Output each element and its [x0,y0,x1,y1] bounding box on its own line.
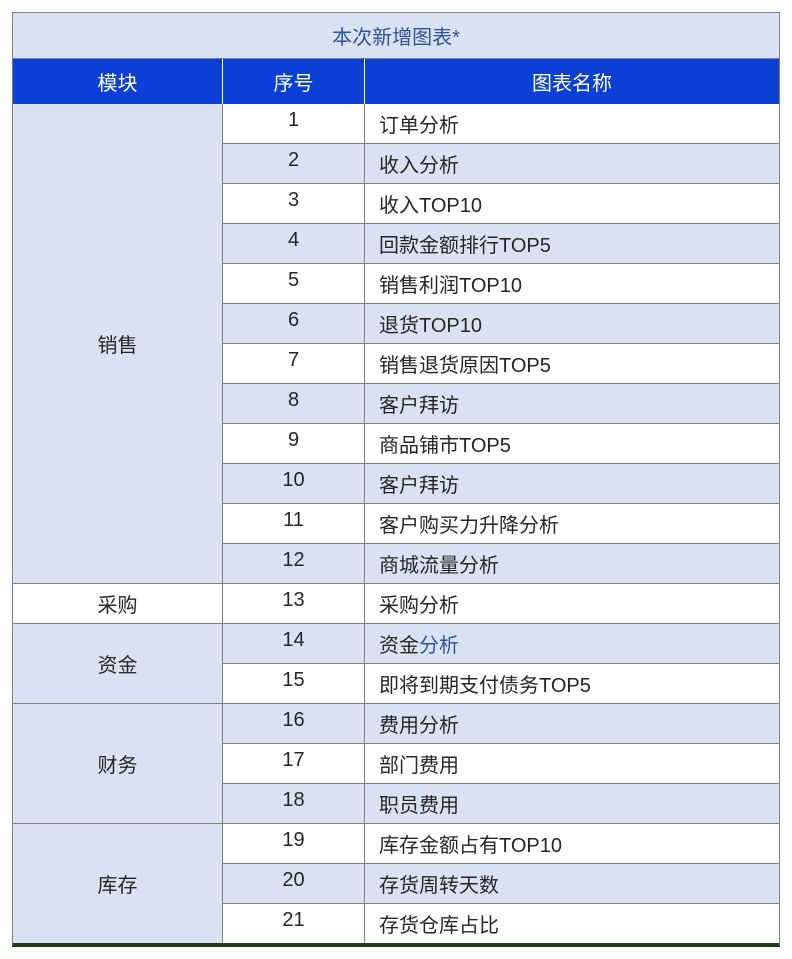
row-name: 存货仓库占比 [365,904,779,943]
table-row: 8客户拜访 [223,384,779,424]
table-row: 12商城流量分析 [223,544,779,583]
row-name: 商品铺市TOP5 [365,424,779,463]
module-label: 资金 [13,624,223,703]
table-row: 15即将到期支付债务TOP5 [223,664,779,703]
row-name: 销售退货原因TOP5 [365,344,779,383]
table-row: 18职员费用 [223,784,779,823]
row-index: 14 [223,624,365,663]
row-index: 11 [223,504,365,543]
header-index: 序号 [223,59,365,104]
table-row: 9商品铺市TOP5 [223,424,779,464]
row-name: 退货TOP10 [365,304,779,343]
table-body: 销售1订单分析2收入分析3收入TOP104回款金额排行TOP55销售利润TOP1… [13,104,779,943]
row-name: 即将到期支付债务TOP5 [365,664,779,703]
row-name: 订单分析 [365,104,779,143]
module-label: 采购 [13,584,223,623]
table-row: 2收入分析 [223,144,779,184]
table-row: 17部门费用 [223,744,779,784]
table-header-row: 模块 序号 图表名称 [13,59,779,104]
row-index: 9 [223,424,365,463]
table-row: 4回款金额排行TOP5 [223,224,779,264]
table-row: 21存货仓库占比 [223,904,779,943]
table-row: 3收入TOP10 [223,184,779,224]
row-index: 4 [223,224,365,263]
row-index: 17 [223,744,365,783]
row-name: 客户拜访 [365,464,779,503]
module-group: 库存19库存金额占有TOP1020存货周转天数21存货仓库占比 [13,824,779,943]
row-name: 职员费用 [365,784,779,823]
row-name: 收入TOP10 [365,184,779,223]
module-label: 库存 [13,824,223,943]
row-index: 16 [223,704,365,743]
table-row: 19库存金额占有TOP10 [223,824,779,864]
row-name: 库存金额占有TOP10 [365,824,779,863]
row-index: 19 [223,824,365,863]
module-label: 销售 [13,104,223,583]
row-index: 6 [223,304,365,343]
row-name-link[interactable]: 分析 [419,635,459,657]
row-index: 7 [223,344,365,383]
row-name: 存货周转天数 [365,864,779,903]
module-rows: 19库存金额占有TOP1020存货周转天数21存货仓库占比 [223,824,779,943]
row-name: 商城流量分析 [365,544,779,583]
row-name: 回款金额排行TOP5 [365,224,779,263]
table-row: 16费用分析 [223,704,779,744]
module-rows: 1订单分析2收入分析3收入TOP104回款金额排行TOP55销售利润TOP106… [223,104,779,583]
row-index: 1 [223,104,365,143]
table-row: 7销售退货原因TOP5 [223,344,779,384]
row-name-text: 资金 [379,635,419,657]
row-index: 21 [223,904,365,943]
table-row: 6退货TOP10 [223,304,779,344]
module-group: 财务16费用分析17部门费用18职员费用 [13,704,779,824]
module-rows: 14资金分析15即将到期支付债务TOP5 [223,624,779,703]
table-title: 本次新增图表* [13,13,779,59]
module-label: 财务 [13,704,223,823]
module-group: 资金14资金分析15即将到期支付债务TOP5 [13,624,779,704]
table-row: 11客户购买力升降分析 [223,504,779,544]
table-row: 14资金分析 [223,624,779,664]
table-row: 1订单分析 [223,104,779,144]
row-index: 20 [223,864,365,903]
module-group: 销售1订单分析2收入分析3收入TOP104回款金额排行TOP55销售利润TOP1… [13,104,779,584]
row-name: 客户购买力升降分析 [365,504,779,543]
row-name: 部门费用 [365,744,779,783]
module-rows: 16费用分析17部门费用18职员费用 [223,704,779,823]
row-index: 18 [223,784,365,823]
table-row: 20存货周转天数 [223,864,779,904]
row-name: 收入分析 [365,144,779,183]
module-group: 采购13采购分析 [13,584,779,624]
row-name: 销售利润TOP10 [365,264,779,303]
row-index: 12 [223,544,365,583]
row-index: 10 [223,464,365,503]
row-index: 5 [223,264,365,303]
row-name: 费用分析 [365,704,779,743]
row-index: 15 [223,664,365,703]
row-index: 13 [223,584,365,623]
row-name: 客户拜访 [365,384,779,423]
header-module: 模块 [13,59,223,104]
row-name: 资金分析 [365,624,779,663]
header-name: 图表名称 [365,59,779,104]
chart-list-table: 本次新增图表* 模块 序号 图表名称 销售1订单分析2收入分析3收入TOP104… [12,12,780,947]
row-name: 采购分析 [365,584,779,623]
module-rows: 13采购分析 [223,584,779,623]
table-row: 13采购分析 [223,584,779,623]
row-index: 2 [223,144,365,183]
table-row: 10客户拜访 [223,464,779,504]
row-index: 8 [223,384,365,423]
row-index: 3 [223,184,365,223]
table-row: 5销售利润TOP10 [223,264,779,304]
